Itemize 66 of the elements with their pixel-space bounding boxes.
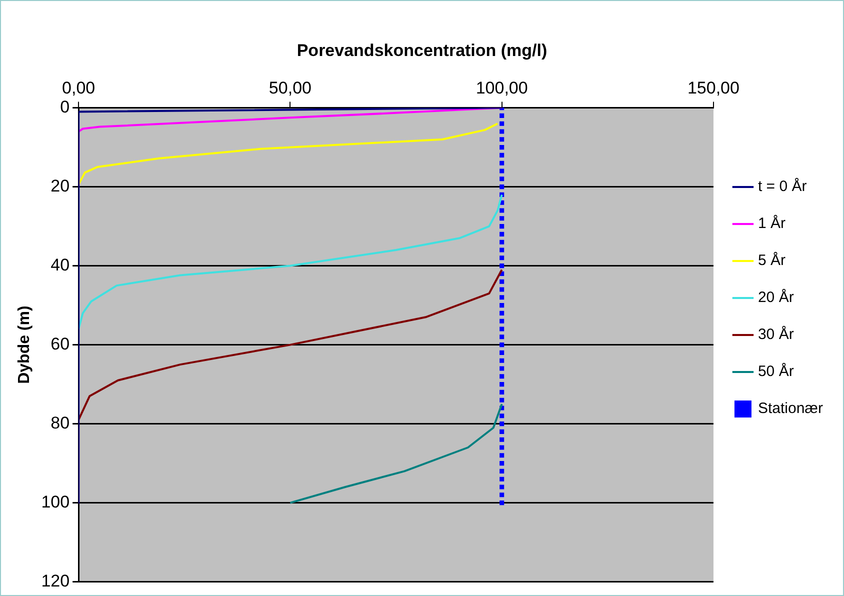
point: [500, 295, 504, 300]
point: [500, 318, 504, 324]
point: [500, 240, 504, 244]
point: [500, 303, 504, 308]
point: [500, 326, 504, 332]
point: [500, 256, 504, 260]
point: [500, 476, 504, 482]
chart-title: Porevandskoncentration (mg/l): [296, 40, 548, 60]
point: [500, 184, 504, 190]
point: [500, 264, 504, 268]
legend-label: 5 År: [758, 251, 786, 270]
point: [500, 350, 504, 355]
legend-label: t = 0 År: [758, 177, 807, 196]
point: [500, 366, 504, 371]
point: [500, 279, 504, 284]
point: [500, 113, 504, 118]
point: [500, 168, 504, 174]
point: [500, 484, 504, 490]
point: [500, 287, 504, 292]
point: [500, 500, 504, 506]
point: [500, 468, 504, 474]
y-tick-label: 0: [60, 97, 70, 116]
point: [500, 453, 504, 458]
point: [500, 374, 504, 379]
point: [500, 248, 504, 252]
point: [500, 437, 504, 442]
point: [500, 129, 504, 134]
point: [500, 492, 504, 498]
point: [500, 429, 504, 434]
point: [500, 382, 504, 387]
y-axis-title: Dybde (m): [16, 306, 34, 384]
point: [500, 390, 504, 394]
point: [500, 414, 504, 418]
point: [500, 121, 504, 126]
legend-label: Stationær: [758, 400, 824, 418]
point: [500, 152, 504, 158]
y-tick-label: 20: [50, 176, 70, 196]
point: [500, 145, 504, 150]
point: [500, 461, 504, 466]
y-tick-label: 60: [50, 334, 70, 354]
point: [500, 422, 504, 426]
y-tick-label: 100: [41, 492, 70, 512]
x-tick-label: 50,00: [268, 78, 312, 98]
x-tick-label: 150,00: [687, 78, 740, 98]
x-tick-label: 100,00: [476, 78, 528, 98]
y-tick-label: 120: [41, 571, 70, 590]
point: [500, 445, 504, 450]
point: [500, 358, 504, 363]
point: [500, 160, 504, 166]
y-tick-label: 80: [50, 413, 70, 432]
point: [500, 224, 504, 229]
point: [500, 310, 504, 316]
point: [500, 216, 504, 221]
point: [500, 232, 504, 236]
x-tick-label: 0,00: [62, 78, 96, 98]
legend-label: 30 År: [758, 325, 794, 344]
point: [500, 176, 504, 182]
point: [500, 334, 504, 340]
point: [500, 342, 504, 348]
point: [500, 398, 504, 402]
point: [500, 137, 504, 142]
legend-label: 1 År: [758, 214, 786, 232]
legend-label: 50 År: [758, 362, 794, 380]
point: [500, 208, 504, 213]
y-tick-label: 40: [50, 255, 70, 274]
legend-label: 20 År: [758, 288, 794, 306]
